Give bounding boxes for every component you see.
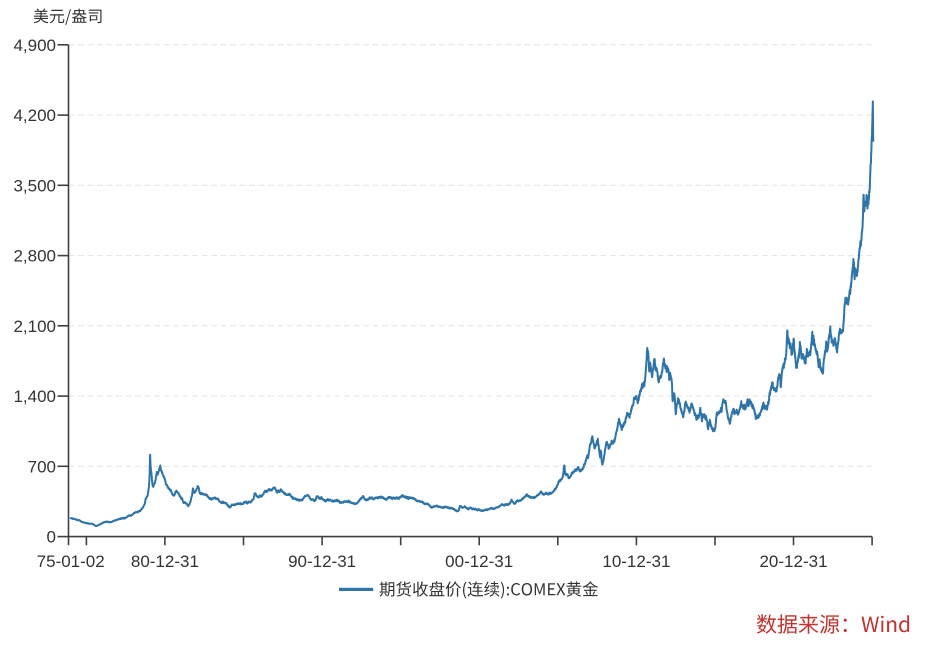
svg-text:2,800: 2,800	[13, 247, 56, 266]
svg-text:0: 0	[47, 528, 56, 547]
svg-text:1,400: 1,400	[13, 387, 56, 406]
svg-text:90-12-31: 90-12-31	[288, 552, 356, 571]
svg-text:3,500: 3,500	[13, 176, 56, 195]
svg-text:80-12-31: 80-12-31	[131, 552, 199, 571]
svg-text:4,200: 4,200	[13, 106, 56, 125]
svg-text:00-12-31: 00-12-31	[445, 552, 513, 571]
svg-text:2,100: 2,100	[13, 317, 56, 336]
svg-text:75-01-02: 75-01-02	[37, 552, 105, 571]
svg-text:10-12-31: 10-12-31	[602, 552, 670, 571]
svg-text:20-12-31: 20-12-31	[759, 552, 827, 571]
svg-text:700: 700	[28, 457, 56, 476]
svg-text:4,900: 4,900	[13, 36, 56, 55]
